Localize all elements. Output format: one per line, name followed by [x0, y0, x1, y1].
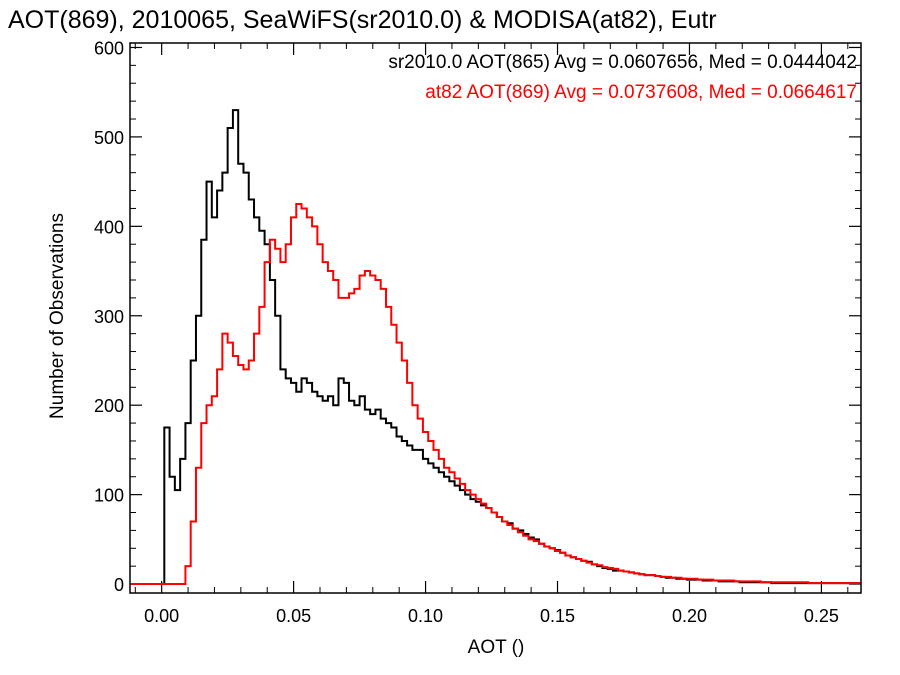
x-tick-label: 0.15: [540, 606, 575, 626]
y-tick-label: 600: [94, 38, 124, 58]
y-tick-label: 500: [94, 128, 124, 148]
x-tick-label: 0.20: [672, 606, 707, 626]
chart-title: AOT(869), 2010065, SeaWiFS(sr2010.0) & M…: [8, 6, 717, 34]
legend-entry-sr2010: sr2010.0 AOT(865) Avg = 0.0607656, Med =…: [388, 52, 857, 73]
y-axis-label: Number of Observations: [47, 213, 68, 419]
x-tick-label: 0.10: [408, 606, 443, 626]
legend-entry-at82: at82 AOT(869) Avg = 0.0737608, Med = 0.0…: [425, 82, 857, 103]
x-tick-label: 0.00: [144, 606, 179, 626]
y-tick-label: 200: [94, 396, 124, 416]
plot-area: 0.00 0.05 0.10 0.15 0.20 0.25 0 100 200 300 400 500…: [94, 38, 861, 626]
y-tick-label: 0: [114, 575, 124, 595]
y-tick-label: 400: [94, 217, 124, 237]
x-tick-label: 0.05: [276, 606, 311, 626]
y-tick-label: 300: [94, 307, 124, 327]
x-axis-label: AOT (): [468, 637, 525, 658]
histogram-series-at82: [130, 202, 861, 586]
y-tick-label: 100: [94, 486, 124, 506]
plot-frame: [129, 42, 862, 594]
x-tick-label: 0.25: [804, 606, 839, 626]
